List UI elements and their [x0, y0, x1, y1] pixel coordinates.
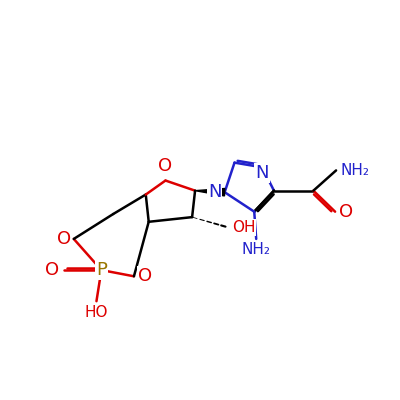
Text: O: O [45, 261, 59, 279]
Text: O: O [56, 230, 71, 248]
Text: NH₂: NH₂ [340, 163, 369, 178]
Text: O: O [138, 267, 152, 285]
Text: N: N [255, 164, 269, 182]
Polygon shape [195, 188, 225, 196]
Text: N: N [208, 183, 222, 201]
Text: OH: OH [232, 220, 255, 235]
Text: O: O [339, 203, 353, 221]
Text: P: P [96, 261, 107, 279]
Text: NH₂: NH₂ [242, 242, 271, 257]
Text: O: O [158, 157, 172, 175]
Text: HO: HO [85, 305, 108, 320]
